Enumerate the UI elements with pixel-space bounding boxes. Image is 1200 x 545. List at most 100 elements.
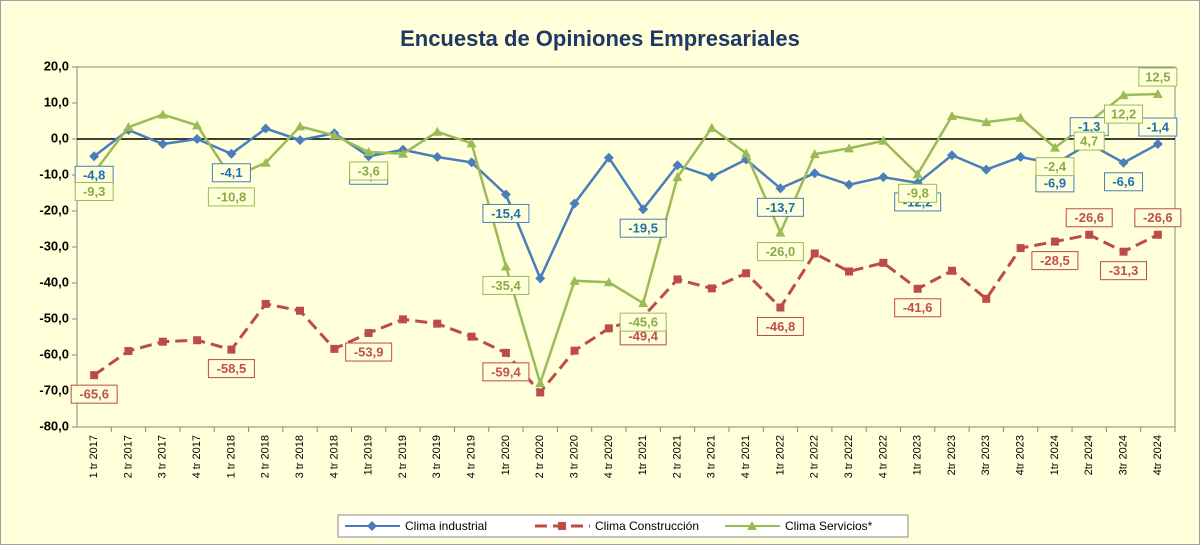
y-tick-label: -50,0: [39, 310, 69, 325]
x-tick-label: 1tr 2022: [774, 435, 786, 475]
value-label-box: [482, 203, 530, 223]
point: [776, 303, 785, 312]
point: [500, 189, 511, 200]
point: [397, 148, 408, 158]
point: [775, 227, 786, 237]
point: [981, 117, 992, 127]
point: [741, 148, 752, 158]
point: [226, 148, 237, 159]
y-tick-label: -80,0: [39, 418, 69, 433]
value-label-box: [1073, 131, 1105, 151]
x-tick-label: 1 tr 2017: [88, 435, 100, 478]
x-tick-label: 4 tr 2018: [328, 435, 340, 478]
value-label: -26,0: [766, 244, 796, 259]
value-label: -1,3: [1078, 119, 1100, 134]
series-line: [93, 92, 1158, 388]
value-label-box: [482, 275, 530, 295]
value-label: -28,5: [1040, 253, 1070, 268]
value-label: -26,6: [1074, 210, 1104, 225]
x-tick-label: 4 tr 2019: [466, 435, 478, 478]
x-tick-label: 1tr 2023: [912, 435, 924, 475]
value-label-box: [894, 298, 942, 318]
point: [1049, 142, 1060, 152]
value-label: -13,7: [766, 200, 796, 215]
x-tick-label: 1tr 2024: [1049, 435, 1061, 475]
y-tick-label: -10,0: [39, 166, 69, 181]
value-label: -19,5: [628, 221, 658, 236]
value-label: 4,7: [1080, 134, 1098, 149]
point: [982, 294, 991, 303]
point: [706, 171, 717, 182]
x-tick-label: 3tr 2024: [1117, 435, 1129, 475]
point: [501, 348, 510, 357]
point: [878, 172, 889, 183]
x-tick-label: 1tr 2020: [500, 435, 512, 475]
value-label-box: [211, 163, 251, 183]
value-label: -4,8: [83, 168, 105, 183]
x-tick-label: 3 tr 2022: [843, 435, 855, 478]
point: [1050, 237, 1059, 246]
point: [157, 109, 168, 119]
point: [706, 122, 717, 132]
point: [570, 346, 579, 355]
legend-marker: [558, 522, 566, 530]
point: [261, 299, 270, 308]
y-tick-label: -60,0: [39, 346, 69, 361]
legend-marker: [747, 521, 757, 530]
series-line: [93, 127, 1159, 282]
x-tick-label: 4tr 2023: [1015, 435, 1027, 475]
value-label-box: [345, 342, 393, 362]
point: [638, 298, 649, 308]
point: [809, 168, 820, 179]
point: [913, 284, 922, 293]
value-label: -6,9: [1044, 175, 1066, 190]
point: [123, 122, 134, 132]
point: [89, 151, 100, 162]
x-tick-label: 1 tr 2018: [225, 435, 237, 478]
x-tick-label: 3 tr 2021: [706, 435, 718, 478]
point: [946, 150, 957, 161]
point: [157, 139, 168, 150]
point: [878, 135, 889, 145]
value-label: -58,5: [217, 361, 247, 376]
point: [1016, 244, 1025, 253]
point: [569, 198, 580, 209]
point: [981, 164, 992, 175]
point: [330, 344, 339, 353]
point: [673, 275, 682, 284]
value-label: -9,8: [906, 186, 928, 201]
point: [672, 160, 683, 171]
value-label-box: [1134, 208, 1182, 228]
point: [432, 126, 443, 136]
point: [638, 204, 649, 215]
x-tick-label: 1tr 2021: [637, 435, 649, 475]
value-label: -59,4: [491, 364, 521, 379]
x-tick-label: 2 tr 2021: [671, 435, 683, 478]
value-label-box: [70, 384, 118, 404]
y-tick-label: 20,0: [44, 58, 69, 73]
legend-label: Clima Construcción: [595, 519, 699, 533]
point: [569, 275, 580, 285]
point: [1152, 139, 1163, 150]
point: [1152, 89, 1163, 98]
point: [467, 332, 476, 341]
point: [912, 169, 923, 179]
x-tick-label: 2 tr 2019: [397, 435, 409, 478]
x-tick-label: 3tr 2023: [980, 435, 992, 475]
point: [329, 130, 340, 140]
point: [844, 179, 855, 190]
x-tick-label: 3 tr 2020: [568, 435, 580, 478]
value-label-box: [756, 316, 804, 336]
chart-title: Encuesta de Opiniones Empresariales: [400, 26, 800, 51]
point: [466, 157, 477, 168]
value-label-box: [207, 187, 255, 207]
x-tick-label: 2 tr 2018: [260, 435, 272, 478]
value-label: -53,9: [354, 344, 384, 359]
point: [124, 347, 133, 356]
point: [946, 110, 957, 120]
x-tick-label: 2 tr 2017: [122, 435, 134, 478]
plot-area: [76, 66, 1176, 428]
value-label: -41,6: [903, 300, 933, 315]
point: [603, 152, 614, 163]
